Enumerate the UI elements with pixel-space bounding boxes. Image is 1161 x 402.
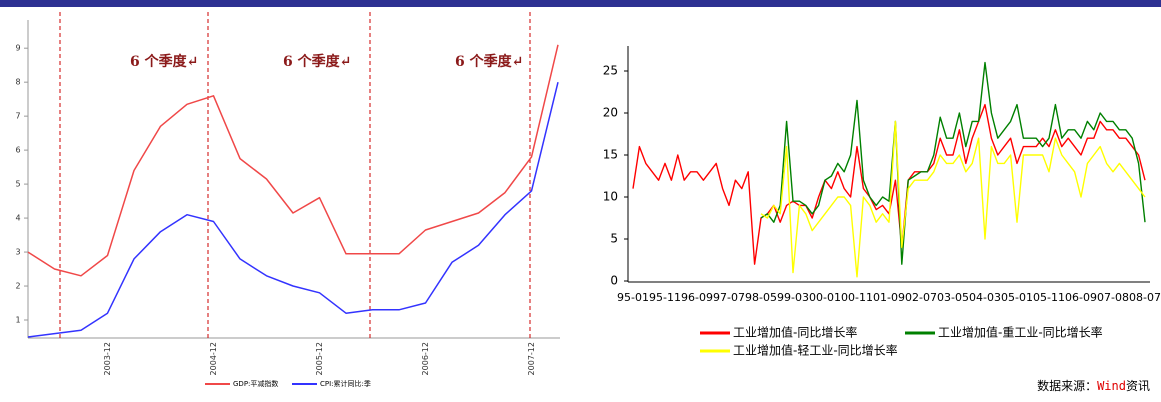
legend-label: CPI:累计同比:季 xyxy=(320,379,371,388)
x-tick-label: 00-11 xyxy=(841,291,873,304)
x-tick-label: 04-03 xyxy=(969,291,1001,304)
x-tick-label: 2006-12 xyxy=(421,342,430,375)
x-tick-label: 06-09 xyxy=(1065,291,1097,304)
legend-label: 工业增加值-同比增长率 xyxy=(733,325,857,340)
y-tick-label: 15 xyxy=(603,148,618,162)
x-tick-label: 2005-12 xyxy=(315,342,324,375)
source-brand: Wind xyxy=(1097,379,1126,393)
source-prefix: 数据来源： xyxy=(1037,378,1097,393)
x-tick-label: 08-07 xyxy=(1129,291,1161,304)
y-tick-label: 3 xyxy=(15,248,20,257)
x-tick-label: 2007-12 xyxy=(527,342,536,375)
y-tick-label: 8 xyxy=(15,78,20,87)
left-axes xyxy=(27,12,560,339)
y-tick-label: 6 xyxy=(15,146,20,155)
x-tick-label: 02-07 xyxy=(905,291,937,304)
x-tick-label: 99-03 xyxy=(777,291,809,304)
x-tick-label: 05-01 xyxy=(1001,291,1033,304)
series-line xyxy=(760,120,1146,278)
x-tick-label: 95-01 xyxy=(617,291,649,304)
legend-label: 工业增加值-轻工业-同比增长率 xyxy=(733,343,898,358)
top-bar xyxy=(0,0,1161,7)
y-tick-label: 1 xyxy=(15,316,20,325)
y-tick-label: 5 xyxy=(610,232,618,246)
x-tick-label: 98-05 xyxy=(745,291,777,304)
series-line xyxy=(27,44,559,277)
x-tick-label: 07-08 xyxy=(1097,291,1129,304)
source-note: 数据来源：Wind资讯 xyxy=(1037,378,1150,393)
y-tick-label: 10 xyxy=(603,190,618,204)
annotation: 6 个季度↵ xyxy=(130,53,198,70)
annotation: 6 个季度↵ xyxy=(455,53,523,70)
series-line xyxy=(760,61,1146,265)
y-tick-label: 25 xyxy=(603,64,618,78)
x-tick-label: 2003-12 xyxy=(103,342,112,375)
annotation: 6 个季度↵ xyxy=(283,53,351,70)
x-tick-label: 95-11 xyxy=(649,291,681,304)
legend-label: GDP:平减指数 xyxy=(233,379,278,388)
x-tick-label: 01-09 xyxy=(873,291,905,304)
y-tick-label: 20 xyxy=(603,106,618,120)
legend-label: 工业增加值-重工业-同比增长率 xyxy=(938,325,1103,340)
x-tick-label: 96-09 xyxy=(681,291,713,304)
x-tick-label: 97-07 xyxy=(713,291,745,304)
y-tick-label: 7 xyxy=(15,112,20,121)
x-tick-label: 05-11 xyxy=(1033,291,1065,304)
series-line xyxy=(27,82,559,338)
source-suffix: 资讯 xyxy=(1126,379,1150,393)
series-line xyxy=(632,103,1146,265)
y-tick-label: 2 xyxy=(15,282,20,291)
x-tick-label: 2004-12 xyxy=(209,342,218,375)
y-tick-label: 4 xyxy=(15,214,20,223)
right-axes xyxy=(627,46,1150,283)
y-tick-label: 0 xyxy=(610,274,618,288)
y-tick-label: 5 xyxy=(15,180,20,189)
y-tick-label: 9 xyxy=(15,44,20,53)
x-tick-label: 03-05 xyxy=(937,291,969,304)
x-tick-label: 00-01 xyxy=(809,291,841,304)
